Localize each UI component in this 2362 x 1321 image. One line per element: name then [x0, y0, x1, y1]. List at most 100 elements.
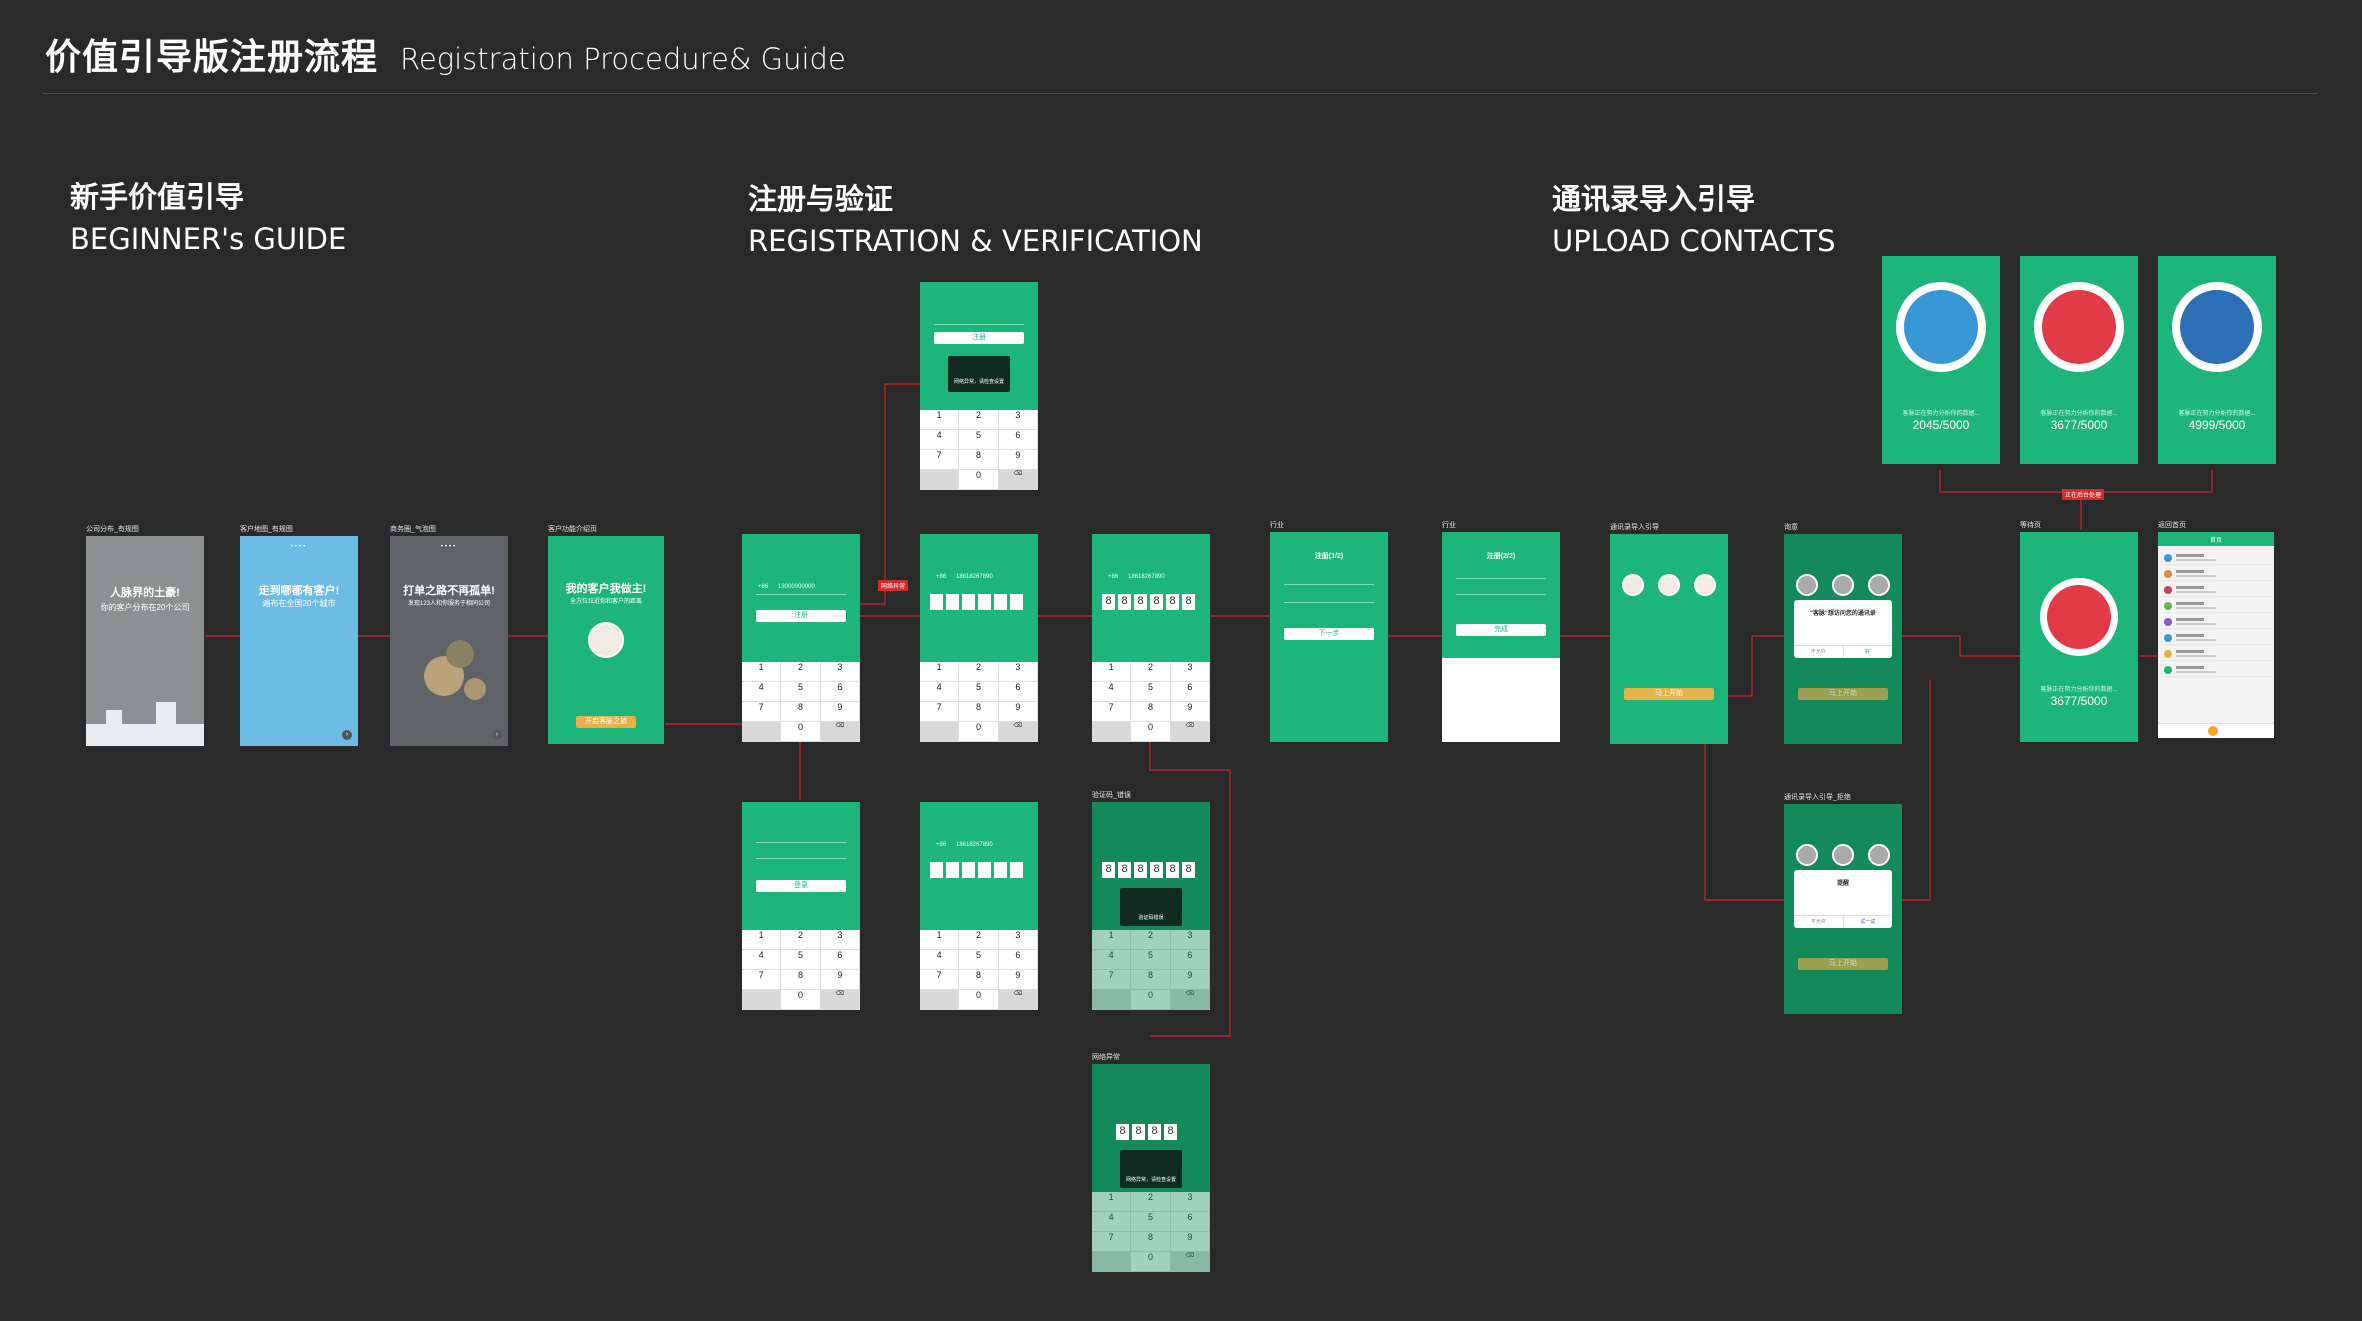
key-6[interactable]: 6 [820, 950, 860, 970]
key-delete[interactable]: ⌫ [1170, 722, 1210, 742]
key-0[interactable]: 0 [1131, 1252, 1171, 1272]
key-6[interactable]: 6 [998, 430, 1038, 450]
key-2[interactable]: 2 [1131, 930, 1171, 950]
key-6[interactable]: 6 [998, 682, 1038, 702]
key-1[interactable]: 1 [920, 662, 960, 682]
start-upload-button[interactable]: 马上开始 [1798, 688, 1888, 700]
start-journey-button[interactable]: 开启客脉之旅 [576, 716, 636, 728]
key-3[interactable]: 3 [998, 662, 1038, 682]
key-9[interactable]: 9 [1170, 970, 1210, 990]
key-5[interactable]: 5 [959, 682, 999, 702]
key-delete[interactable]: ⌫ [1170, 990, 1210, 1010]
list-item[interactable] [2162, 568, 2270, 581]
key-8[interactable]: 8 [781, 702, 821, 722]
key-8[interactable]: 8 [1131, 1232, 1171, 1252]
key-8[interactable]: 8 [959, 702, 999, 722]
key-9[interactable]: 9 [820, 970, 860, 990]
key-7[interactable]: 7 [1092, 702, 1132, 722]
login-button[interactable]: 登录 [756, 880, 846, 892]
deny-button[interactable]: 不允许 [1810, 649, 1826, 655]
list-item[interactable] [2162, 664, 2270, 677]
key-2[interactable]: 2 [959, 662, 999, 682]
key-6[interactable]: 6 [820, 682, 860, 702]
key-delete[interactable]: ⌫ [998, 722, 1038, 742]
key-2[interactable]: 2 [1131, 662, 1171, 682]
key-1[interactable]: 1 [1092, 1192, 1132, 1212]
start-upload-button[interactable]: 马上开始 [1624, 688, 1714, 700]
key-6[interactable]: 6 [998, 950, 1038, 970]
key-3[interactable]: 3 [820, 930, 860, 950]
start-upload-button[interactable]: 马上开始 [1798, 958, 1888, 970]
tab-bar[interactable] [2158, 723, 2274, 738]
list-item[interactable] [2162, 584, 2270, 597]
key-1[interactable]: 1 [742, 930, 782, 950]
code-boxes[interactable] [930, 594, 1023, 610]
key-5[interactable]: 5 [959, 950, 999, 970]
key-4[interactable]: 4 [1092, 682, 1132, 702]
key-9[interactable]: 9 [998, 970, 1038, 990]
allow-button[interactable]: 好 [1842, 646, 1893, 658]
key-9[interactable]: 9 [1170, 1232, 1210, 1252]
key-9[interactable]: 9 [998, 702, 1038, 722]
key-8[interactable]: 8 [1131, 702, 1171, 722]
key-7[interactable]: 7 [742, 702, 782, 722]
key-0[interactable]: 0 [959, 470, 999, 490]
key-8[interactable]: 8 [1131, 970, 1171, 990]
code-boxes[interactable] [930, 862, 1023, 878]
next-arrow-icon[interactable]: › [342, 730, 352, 740]
key-2[interactable]: 2 [781, 930, 821, 950]
list-item[interactable] [2162, 632, 2270, 645]
industry-done-button[interactable]: 完成 [1456, 624, 1546, 636]
key-7[interactable]: 7 [1092, 970, 1132, 990]
key-7[interactable]: 7 [1092, 1232, 1132, 1252]
key-1[interactable]: 1 [920, 930, 960, 950]
list-item[interactable] [2162, 648, 2270, 661]
key-0[interactable]: 0 [781, 722, 821, 742]
key-delete[interactable]: ⌫ [998, 470, 1038, 490]
key-2[interactable]: 2 [959, 410, 999, 430]
key-4[interactable]: 4 [742, 950, 782, 970]
list-item[interactable] [2162, 600, 2270, 613]
key-5[interactable]: 5 [1131, 1212, 1171, 1232]
next-arrow-icon[interactable]: › [492, 730, 502, 740]
deny-button[interactable]: 不允许 [1810, 919, 1826, 925]
key-3[interactable]: 3 [820, 662, 860, 682]
key-4[interactable]: 4 [920, 682, 960, 702]
key-9[interactable]: 9 [1170, 702, 1210, 722]
key-4[interactable]: 4 [1092, 950, 1132, 970]
register-button[interactable]: 注册 [756, 610, 846, 622]
phone-input[interactable]: 13000000000 [778, 584, 815, 590]
key-6[interactable]: 6 [1170, 950, 1210, 970]
key-5[interactable]: 5 [959, 430, 999, 450]
retry-button[interactable]: 试一试 [1842, 916, 1893, 928]
key-4[interactable]: 4 [1092, 1212, 1132, 1232]
key-4[interactable]: 4 [920, 950, 960, 970]
key-7[interactable]: 7 [920, 970, 960, 990]
key-4[interactable]: 4 [920, 430, 960, 450]
key-delete[interactable]: ⌫ [820, 990, 860, 1010]
key-6[interactable]: 6 [1170, 1212, 1210, 1232]
key-9[interactable]: 9 [820, 702, 860, 722]
key-5[interactable]: 5 [1131, 950, 1171, 970]
key-0[interactable]: 0 [1131, 722, 1171, 742]
key-3[interactable]: 3 [998, 930, 1038, 950]
key-2[interactable]: 2 [959, 930, 999, 950]
key-1[interactable]: 1 [920, 410, 960, 430]
key-delete[interactable]: ⌫ [1170, 1252, 1210, 1272]
key-8[interactable]: 8 [959, 970, 999, 990]
key-7[interactable]: 7 [920, 702, 960, 722]
key-1[interactable]: 1 [1092, 930, 1132, 950]
key-4[interactable]: 4 [742, 682, 782, 702]
industry-next-button[interactable]: 下一步 [1284, 628, 1374, 640]
key-2[interactable]: 2 [1131, 1192, 1171, 1212]
